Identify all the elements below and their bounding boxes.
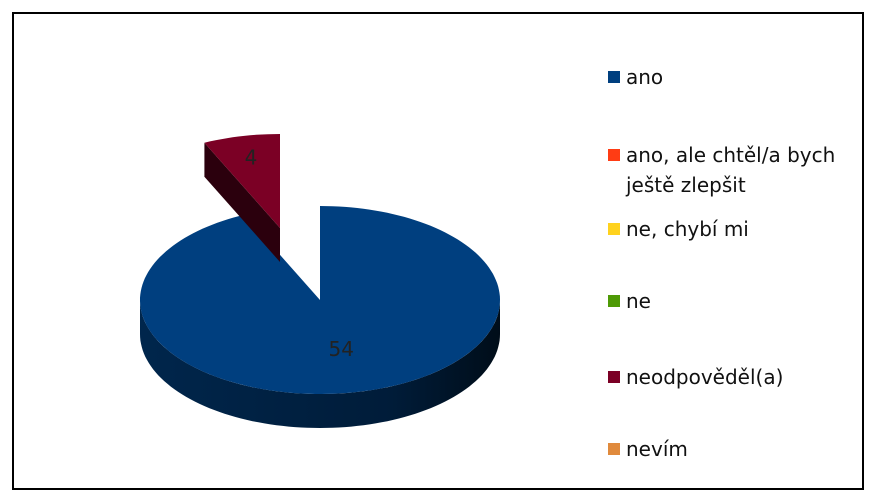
legend-label: ano <box>626 65 664 89</box>
legend-item: ano, ale chtěl/a bych ještě zlepšit <box>608 140 858 200</box>
legend-item: ne, chybí mi <box>608 214 858 244</box>
legend-item: neodpověděl(a) <box>608 362 858 392</box>
slice-side <box>140 300 500 428</box>
legend-swatch <box>608 71 620 83</box>
legend-swatch <box>608 443 620 455</box>
legend-item: nevím <box>608 434 858 464</box>
legend-swatch <box>608 223 620 235</box>
legend-swatch <box>608 371 620 383</box>
legend-swatch <box>608 149 620 161</box>
legend-label: nevím <box>626 437 688 461</box>
legend-label: neodpověděl(a) <box>626 365 784 389</box>
legend-item: ne <box>608 286 858 316</box>
slice-side <box>204 142 280 262</box>
legend-label: ano, ale chtěl/a bych ještě zlepšit <box>626 143 836 197</box>
legend-item: ano <box>608 62 858 92</box>
slice-top <box>140 206 500 394</box>
slice-top <box>204 134 280 228</box>
data-label: 4 <box>245 146 258 170</box>
slice <box>140 206 500 428</box>
legend-label: ne <box>626 289 651 313</box>
chart-frame <box>12 12 864 490</box>
data-label: 54 <box>329 337 354 361</box>
legend-label: ne, chybí mi <box>626 217 749 241</box>
slice <box>204 134 280 262</box>
legend-swatch <box>608 295 620 307</box>
